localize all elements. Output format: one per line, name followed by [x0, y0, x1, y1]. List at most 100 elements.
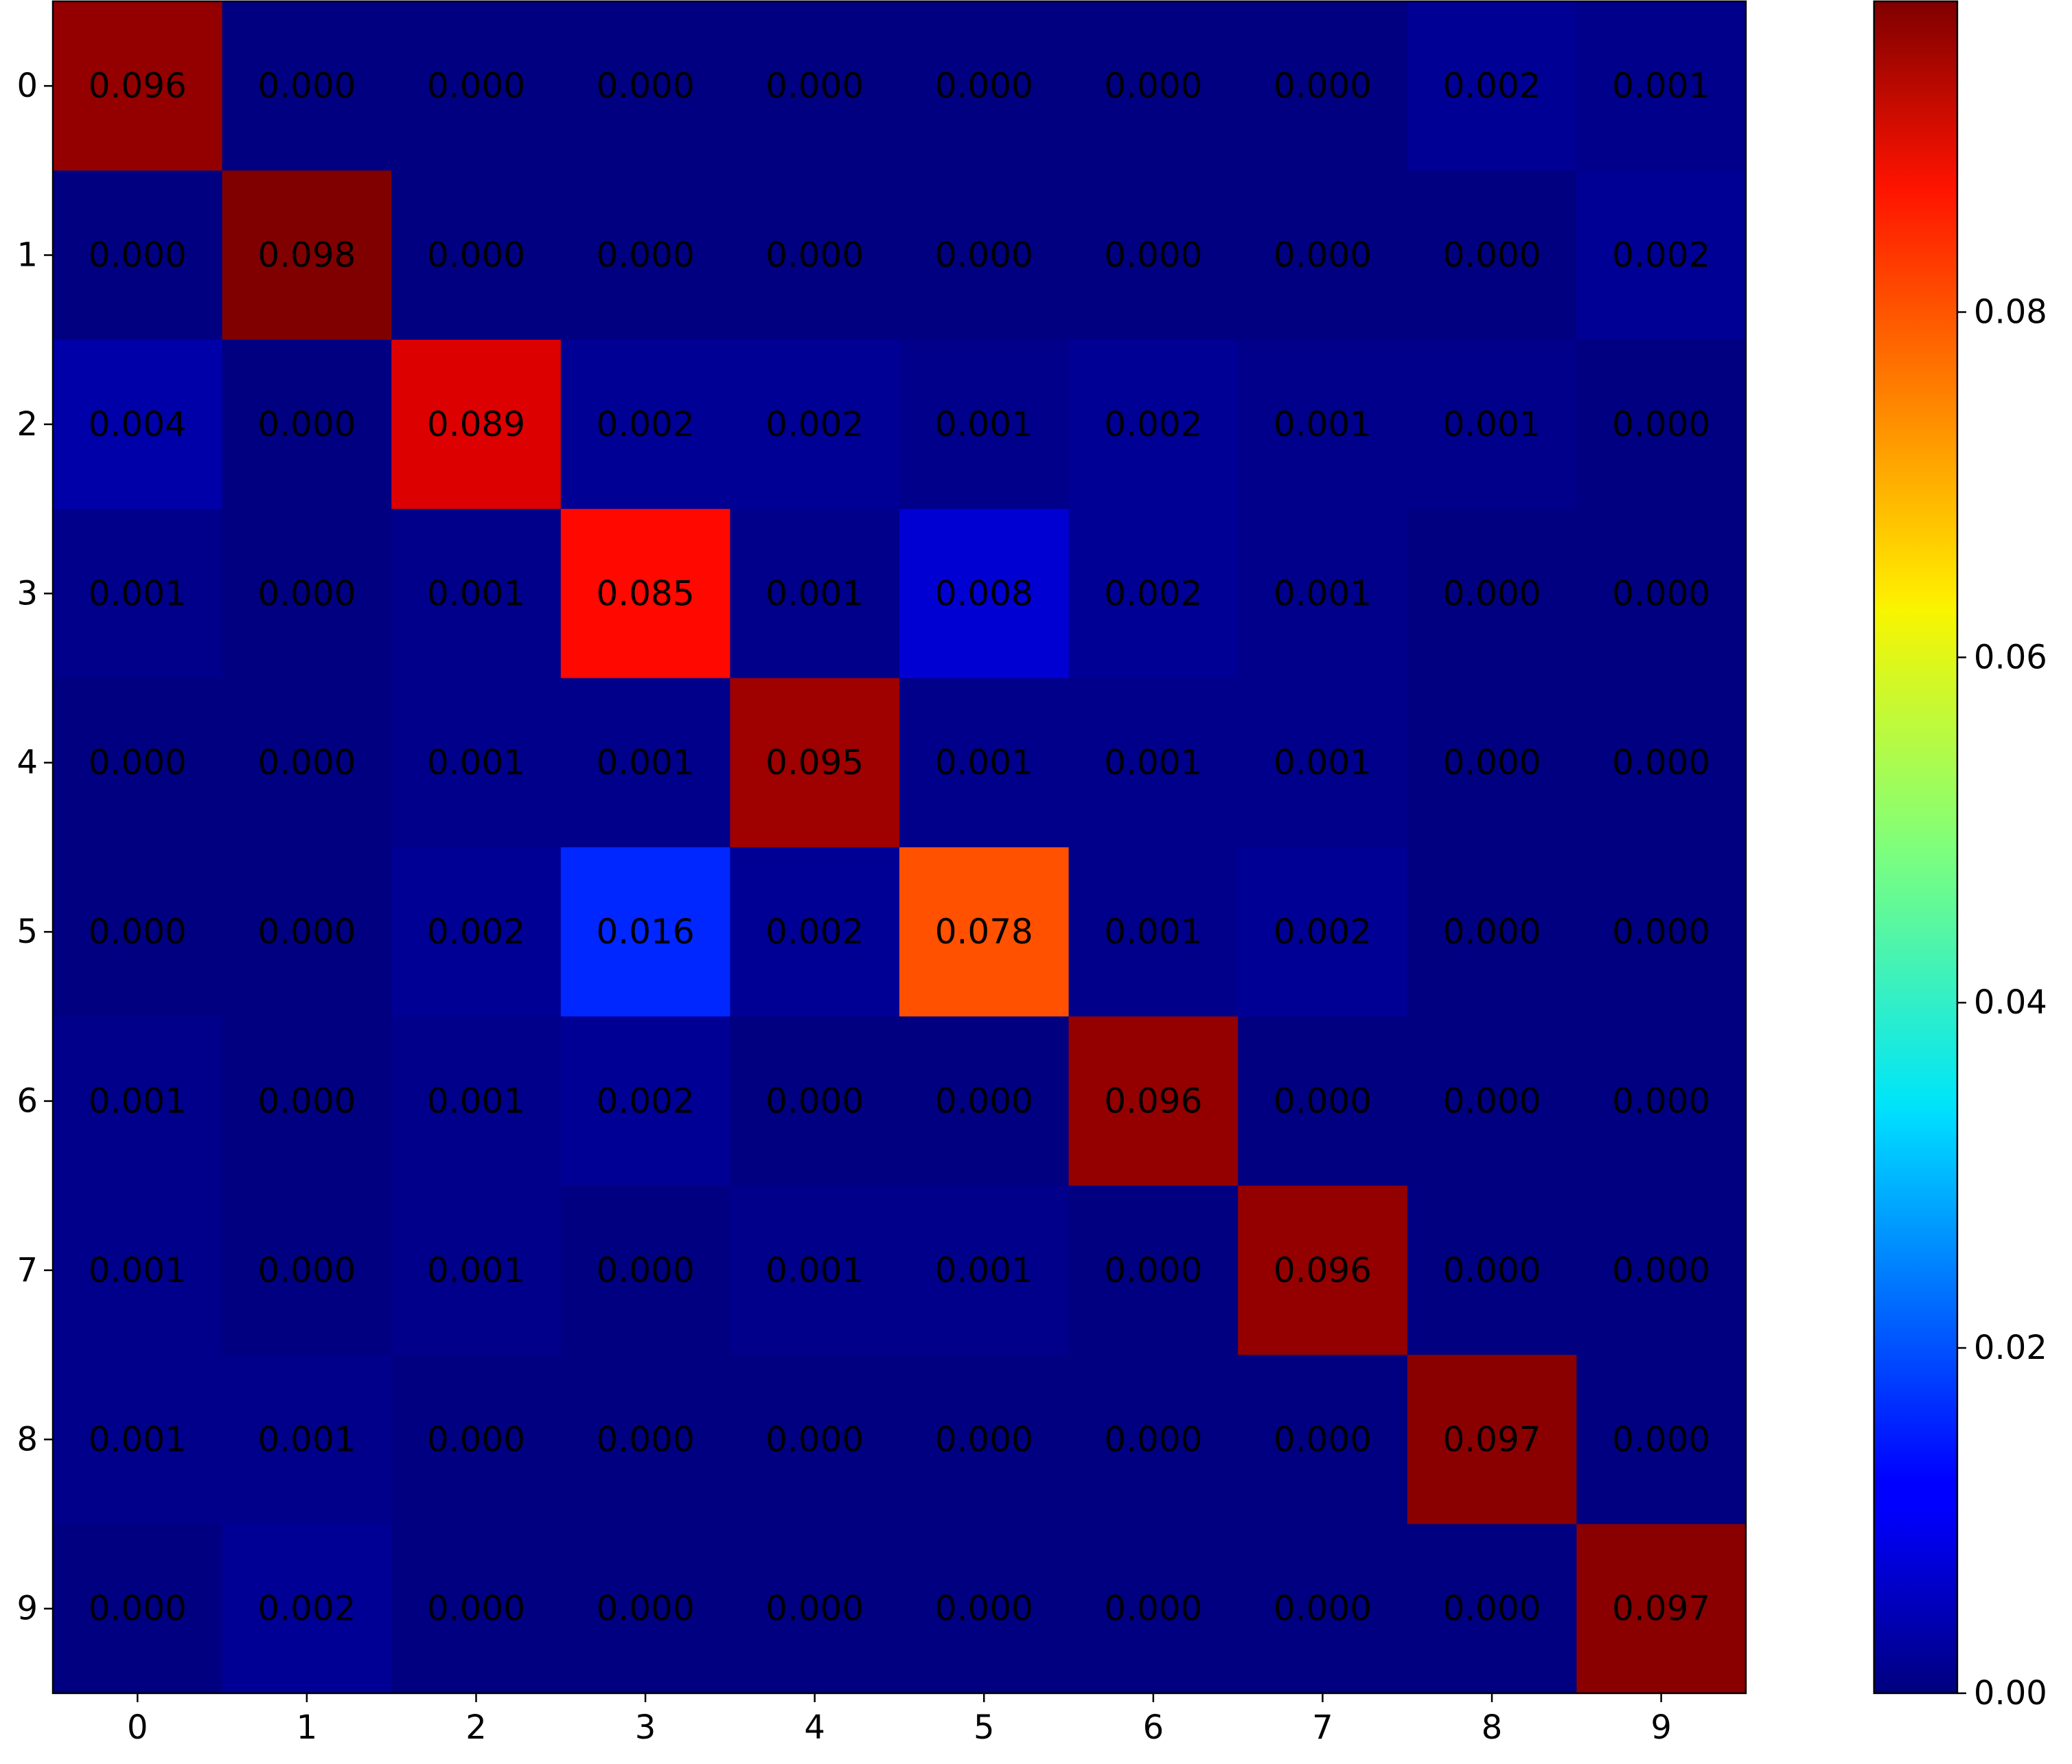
colorbar-tick-label: 0.02	[1974, 1329, 2047, 1367]
heatmap-cell	[222, 1, 392, 171]
cell-value-label: 0.001	[427, 1250, 525, 1290]
cell-value-label: 0.000	[1442, 912, 1541, 952]
heatmap-cell	[730, 1016, 900, 1187]
cell-value-label: 0.000	[766, 1081, 864, 1121]
heatmap-cell	[899, 1, 1070, 171]
heatmap-cell	[560, 1016, 730, 1187]
heatmap-cell	[1068, 339, 1239, 509]
heatmap-cell	[391, 1, 562, 171]
heatmap-cell	[222, 339, 392, 509]
y-tick-label: 6	[16, 1082, 38, 1121]
heatmap-cell	[53, 1016, 223, 1187]
heatmap-cell	[53, 847, 223, 1017]
heatmap-cell	[391, 1185, 562, 1355]
x-tick-label: 9	[1650, 1708, 1672, 1747]
cell-value-label: 0.000	[766, 236, 864, 275]
cell-value-label: 0.000	[935, 1081, 1033, 1121]
cell-value-label: 0.000	[89, 743, 187, 783]
cell-value-label: 0.000	[1442, 1250, 1541, 1290]
cell-value-label: 0.002	[1104, 404, 1202, 444]
cell-value-label: 0.008	[935, 573, 1033, 613]
cell-value-label: 0.000	[257, 743, 356, 783]
heatmap-cell	[53, 1524, 223, 1694]
y-tick-label: 3	[16, 574, 38, 612]
heatmap-cell	[730, 1, 900, 171]
heatmap-cell	[1576, 1355, 1747, 1525]
cell-value-label: 0.000	[1612, 404, 1710, 444]
cell-value-label: 0.000	[935, 1589, 1033, 1629]
cell-value-label: 0.002	[766, 404, 864, 444]
heatmap-cell	[899, 678, 1070, 848]
x-axis: 0 1 2 3 4 5 6 7 8 9	[127, 1693, 1672, 1747]
heatmap-cell	[222, 170, 392, 341]
heatmap-cell	[1238, 1185, 1408, 1355]
heatmap-cell	[560, 678, 730, 848]
cell-value-label: 0.002	[766, 912, 864, 952]
cell-value-label: 0.000	[1612, 1419, 1710, 1459]
heatmap-cell	[1576, 339, 1747, 509]
cell-value-label: 0.001	[935, 1250, 1033, 1290]
heatmap-cell	[222, 678, 392, 848]
cell-value-label: 0.001	[89, 573, 187, 613]
y-axis: 0 1 2 3 4 5 6 7 8 9	[16, 67, 53, 1628]
heatmap-cell	[391, 1355, 562, 1525]
heatmap-cell	[1576, 509, 1747, 679]
cell-value-label: 0.001	[89, 1081, 187, 1121]
heatmap-cell	[53, 170, 223, 341]
cell-value-label: 0.000	[766, 66, 864, 106]
cell-value-label: 0.000	[1442, 743, 1541, 783]
cell-value-label: 0.001	[427, 743, 525, 783]
y-tick-label: 8	[16, 1420, 38, 1458]
heatmap-cell	[560, 1524, 730, 1694]
y-tick-label: 5	[16, 913, 38, 951]
cell-value-label: 0.001	[1442, 404, 1541, 444]
cell-value-label: 0.002	[1612, 236, 1710, 275]
heatmap-cell	[1238, 1, 1408, 171]
cell-value-label: 0.001	[89, 1250, 187, 1290]
y-tick-label: 7	[16, 1251, 38, 1290]
heatmap-cell	[899, 1524, 1070, 1694]
cell-value-label: 0.085	[597, 573, 695, 613]
cell-value-label: 0.002	[597, 1081, 695, 1121]
heatmap-cell	[222, 1524, 392, 1694]
cell-value-label: 0.000	[1442, 236, 1541, 275]
cell-value-label: 0.000	[935, 236, 1033, 275]
cell-value-label: 0.000	[597, 1419, 695, 1459]
heatmap-cell	[1407, 847, 1577, 1017]
cell-value-label: 0.001	[935, 404, 1033, 444]
colorbar: 0.00 0.02 0.04 0.06 0.08	[1873, 0, 2047, 1713]
cell-value-label: 0.097	[1612, 1589, 1710, 1629]
cell-value-label: 0.000	[597, 236, 695, 275]
colorbar-ticks: 0.00 0.02 0.04 0.06 0.08	[1957, 293, 2047, 1713]
cell-value-label: 0.000	[1442, 1589, 1541, 1629]
x-tick-label: 4	[804, 1708, 825, 1747]
cell-value-label: 0.001	[1274, 573, 1372, 613]
cell-value-label: 0.097	[1442, 1419, 1541, 1459]
cell-value-label: 0.098	[257, 236, 356, 275]
x-tick-label: 0	[127, 1708, 148, 1747]
cell-value-label: 0.000	[935, 1419, 1033, 1459]
cell-value-label: 0.000	[257, 573, 356, 613]
heatmap-cell	[53, 509, 223, 679]
heatmap-cell	[1068, 1355, 1239, 1525]
heatmap-cell	[1238, 678, 1408, 848]
cell-value-label: 0.000	[1612, 912, 1710, 952]
heatmap-cell	[391, 509, 562, 679]
heatmap-cell	[1238, 170, 1408, 341]
cell-value-label: 0.000	[597, 1589, 695, 1629]
heatmap-cell	[1068, 1016, 1239, 1187]
y-tick-label: 4	[16, 744, 38, 782]
heatmap-cell	[560, 1355, 730, 1525]
cell-value-label: 0.000	[89, 236, 187, 275]
heatmap-cell	[1407, 1355, 1577, 1525]
colorbar-tick-label: 0.00	[1974, 1674, 2047, 1713]
heatmap-cell	[53, 339, 223, 509]
cell-value-label: 0.000	[1104, 66, 1202, 106]
cell-value-label: 0.000	[1612, 1250, 1710, 1290]
x-tick-label: 2	[465, 1708, 487, 1747]
cell-value-label: 0.000	[1612, 743, 1710, 783]
cell-value-label: 0.000	[1274, 236, 1372, 275]
heatmap-cell	[1576, 170, 1747, 341]
